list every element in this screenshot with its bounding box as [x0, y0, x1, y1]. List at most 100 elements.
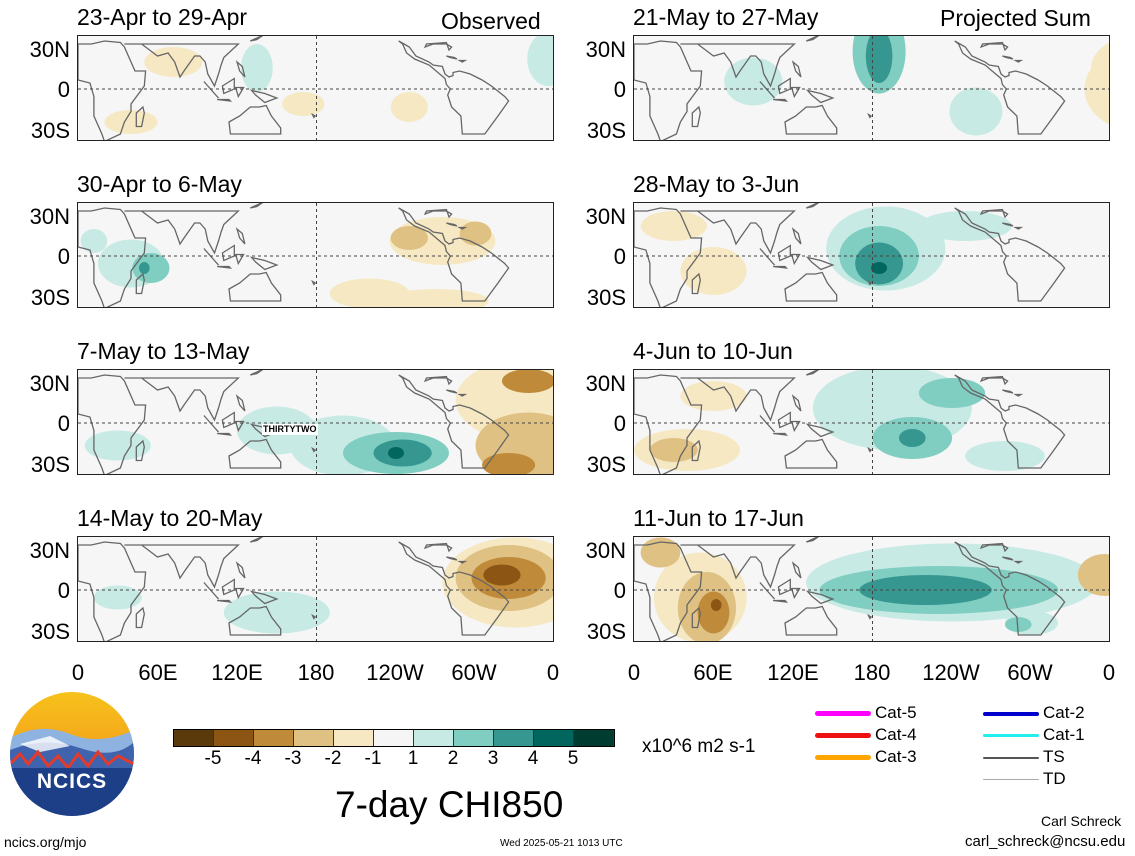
- anomaly-contour: [918, 211, 1012, 241]
- lon-tick: 0: [627, 660, 641, 685]
- coastline: [634, 374, 703, 474]
- coastline: [680, 210, 796, 255]
- lat-tick: 30S: [30, 619, 70, 644]
- coastline: [78, 541, 147, 641]
- colorbar-swatch: [534, 730, 574, 746]
- coastline: [135, 439, 145, 462]
- coastline: [249, 256, 279, 271]
- coastline: [398, 40, 510, 135]
- colorbar-swatch: [254, 730, 294, 746]
- colorbar-swatch: [574, 730, 614, 746]
- lat-tick: 0: [613, 77, 626, 102]
- legend-label: Cat-1: [1043, 725, 1085, 744]
- coastline: [791, 561, 802, 579]
- anomaly-contour: [859, 575, 992, 605]
- coastline: [221, 244, 235, 262]
- map-svg: [634, 537, 1109, 641]
- coastline: [217, 265, 233, 269]
- site-link[interactable]: ncics.org/mjo: [4, 834, 87, 850]
- coastline: [217, 599, 233, 603]
- anomaly-contour: [282, 92, 325, 116]
- colorbar-swatch: [494, 730, 534, 746]
- coastline: [1002, 556, 1014, 561]
- coastline: [805, 423, 835, 438]
- coastline: [1002, 389, 1014, 394]
- colorbar-tick: -5: [204, 748, 222, 769]
- coastline: [124, 377, 240, 422]
- coastline: [235, 227, 246, 245]
- colorbar-tick: -3: [284, 748, 302, 769]
- anomaly-contour: [965, 441, 1045, 471]
- map-svg: [78, 203, 553, 307]
- anomaly-contour: [710, 599, 722, 611]
- coastline: [124, 43, 240, 88]
- anomaly-contour: [680, 381, 747, 411]
- timestamp: Wed 2025-05-21 1013 UTC: [500, 838, 623, 849]
- legend-line: [815, 711, 871, 716]
- coastline: [784, 605, 838, 636]
- coastline: [311, 446, 317, 453]
- coastline: [423, 542, 453, 553]
- coastline: [398, 207, 510, 302]
- lon-tick: 120W: [922, 660, 980, 685]
- legend-label: Cat-3: [875, 747, 917, 766]
- lat-tick: 30N: [29, 538, 70, 563]
- coastline: [1002, 55, 1014, 60]
- units-label: x10^6 m2 s-1: [642, 736, 756, 757]
- coastline: [203, 81, 219, 99]
- coastline: [234, 86, 245, 99]
- map-svg: [634, 370, 1109, 474]
- anomaly-contour: [482, 453, 536, 474]
- lat-tick: 30N: [585, 538, 626, 563]
- colorbar-swatch: [414, 730, 454, 746]
- coastline: [250, 203, 264, 209]
- coastline: [457, 59, 468, 63]
- legend-line: [983, 757, 1039, 759]
- colorbar-tick: 2: [447, 748, 459, 769]
- coastline: [784, 271, 838, 302]
- coastline: [78, 374, 147, 474]
- coastline: [954, 40, 1066, 135]
- coastline: [773, 265, 789, 269]
- anomaly-contour: [724, 57, 783, 106]
- coastline: [979, 375, 1009, 386]
- map-panel: [77, 369, 554, 475]
- anomaly-contour: [899, 429, 926, 447]
- colorbar-tick: -4: [244, 748, 262, 769]
- anomaly-contour: [390, 226, 428, 250]
- coastline: [446, 556, 458, 561]
- coastline: [235, 561, 246, 579]
- coastline: [954, 541, 1066, 636]
- lat-tick: 0: [613, 244, 626, 269]
- coastline: [867, 446, 873, 453]
- coastline: [423, 208, 453, 219]
- anomaly-contour: [680, 247, 747, 295]
- coastline: [203, 415, 219, 433]
- colorbar-swatch: [214, 730, 254, 746]
- colorbar-swatch: [174, 730, 214, 746]
- coastline: [791, 60, 802, 78]
- map-panel: [633, 536, 1110, 642]
- panel-title: 14-May to 20-May: [77, 505, 263, 531]
- coastline: [423, 41, 453, 52]
- lon-tick: 120E: [767, 660, 819, 685]
- coastline: [691, 272, 701, 295]
- anomaly-contour: [871, 262, 888, 274]
- coastline: [806, 36, 820, 42]
- legend-label: Cat-2: [1043, 703, 1085, 722]
- main-title: 7-day CHI850: [335, 784, 564, 825]
- anomaly-contour: [949, 87, 1003, 136]
- coastline: [446, 389, 458, 394]
- coastline: [954, 374, 1066, 469]
- coastline: [806, 537, 820, 543]
- author-email[interactable]: carl_schreck@ncsu.edu: [965, 833, 1126, 850]
- anomaly-contour: [390, 92, 428, 122]
- coastline: [221, 578, 235, 596]
- coastline: [790, 420, 801, 433]
- coastline: [457, 226, 468, 230]
- coastline: [228, 438, 282, 469]
- coastline: [234, 587, 245, 600]
- coastline: [311, 613, 317, 620]
- lat-tick: 0: [613, 578, 626, 603]
- coastline: [221, 411, 235, 429]
